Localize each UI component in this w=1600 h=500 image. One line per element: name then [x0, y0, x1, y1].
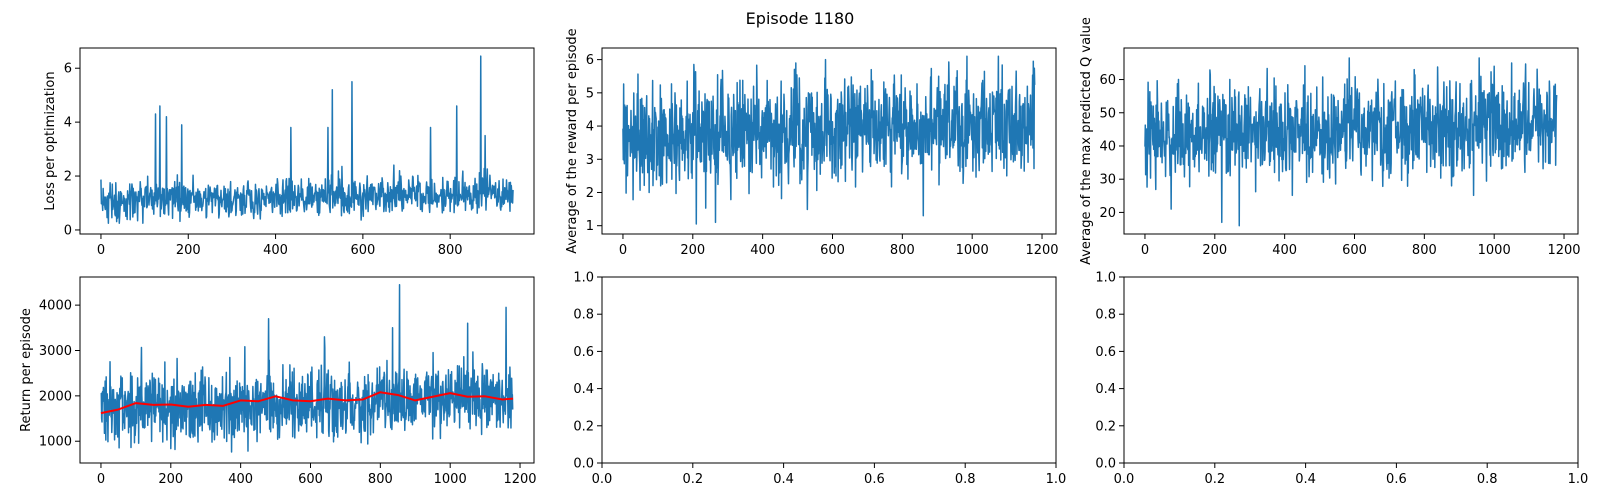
x-tick-label: 800 — [368, 472, 393, 487]
axes-frame — [1123, 47, 1579, 235]
y-tick-label: 1.0 — [573, 271, 594, 286]
chart-panel-top-left: 0 200 400 600 800 0 2 4 6 Loss per optimization — [43, 47, 535, 258]
x-tick-label: 1000 — [434, 472, 467, 487]
axes-frame — [79, 276, 535, 464]
x-tick-label: 1200 — [1025, 243, 1058, 258]
x-tick-label: 400 — [263, 243, 288, 258]
figure-suptitle: Episode 1180 — [746, 9, 855, 28]
chart-panel-bottom-right: 0.0 0.2 0.4 0.6 0.8 1.0 0.0 0.2 0.4 0.6 0.8 1.0 — [1095, 271, 1588, 488]
y-tick-label: 1.0 — [1095, 271, 1116, 286]
data-line — [100, 283, 514, 453]
x-tick-label: 400 — [750, 243, 775, 258]
chart-panel-bottom-middle: 0.0 0.2 0.4 0.6 0.8 1.0 0.0 0.2 0.4 0.6 0.8 1.0 — [573, 271, 1066, 488]
x-tick-label: 1200 — [503, 472, 536, 487]
x-tick-label: 200 — [176, 243, 201, 258]
x-tick-label: 800 — [438, 243, 463, 258]
y-tick-label: 20 — [1099, 206, 1116, 221]
y-tick-label: 40 — [1099, 139, 1116, 154]
y-tick-label: 0.4 — [573, 382, 594, 397]
y-axis-label: Return per episode — [19, 308, 34, 432]
y-axis-label: Average of the reward per episode — [565, 28, 580, 253]
x-tick-label: 1.0 — [1046, 472, 1067, 487]
moving-average-line — [100, 391, 514, 415]
chart-panel-top-right: 0 200 400 600 800 1000 1200 20 30 40 50 60 Average o… — [1079, 17, 1581, 265]
y-tick-label: 0.8 — [573, 308, 594, 323]
axes-frame — [601, 47, 1057, 235]
axes-frame — [601, 276, 1057, 464]
data-line — [622, 55, 1036, 225]
y-tick-label: 60 — [1099, 73, 1116, 88]
axes-frame — [1123, 276, 1579, 464]
y-tick-label: 0.8 — [1095, 308, 1116, 323]
y-tick-label: 2 — [586, 186, 594, 201]
x-tick-label: 0 — [97, 243, 105, 258]
x-tick-label: 600 — [820, 243, 845, 258]
y-tick-label: 0.4 — [1095, 382, 1116, 397]
x-tick-label: 0.6 — [1386, 472, 1407, 487]
chart-panel-bottom-left: 0 200 400 600 800 1000 1200 1000 2000 3000 4000 Ret… — [19, 276, 537, 487]
x-tick-label: 1000 — [956, 243, 989, 258]
x-tick-label: 0.8 — [1477, 472, 1498, 487]
y-tick-label: 4 — [586, 120, 594, 135]
y-tick-label: 30 — [1099, 173, 1116, 188]
y-tick-label: 4000 — [39, 299, 72, 314]
y-tick-label: 6 — [586, 53, 594, 68]
data-line — [100, 55, 514, 224]
y-tick-label: 5 — [586, 86, 594, 101]
x-tick-label: 0.0 — [1114, 472, 1135, 487]
x-tick-label: 200 — [680, 243, 705, 258]
y-tick-label: 0 — [64, 223, 72, 238]
x-tick-label: 600 — [298, 472, 323, 487]
x-tick-label: 0.2 — [682, 472, 703, 487]
y-axis-label: Loss per optimization — [43, 71, 58, 210]
x-tick-label: 0.0 — [592, 472, 613, 487]
x-tick-label: 400 — [1272, 243, 1297, 258]
x-tick-label: 0 — [97, 472, 105, 487]
y-tick-label: 0.0 — [1095, 457, 1116, 472]
y-tick-label: 0.6 — [1095, 345, 1116, 360]
data-line — [1144, 57, 1558, 227]
y-tick-label: 0.6 — [573, 345, 594, 360]
y-tick-label: 4 — [64, 116, 72, 131]
y-axis-label: Average of the max predicted Q value — [1079, 17, 1094, 265]
y-tick-label: 2000 — [39, 389, 72, 404]
x-tick-label: 600 — [1342, 243, 1367, 258]
axes-frame — [79, 47, 535, 235]
y-tick-label: 0.2 — [573, 419, 594, 434]
x-tick-label: 0.4 — [773, 472, 794, 487]
x-tick-label: 600 — [350, 243, 375, 258]
chart-panel-top-middle: 0 200 400 600 800 1000 1200 1 2 3 4 5 6 Average of th… — [565, 28, 1059, 258]
y-tick-label: 3 — [586, 153, 594, 168]
y-tick-label: 1 — [586, 219, 594, 234]
x-tick-label: 200 — [1202, 243, 1227, 258]
x-tick-label: 0.8 — [955, 472, 976, 487]
y-tick-label: 2 — [64, 170, 72, 185]
x-tick-label: 400 — [228, 472, 253, 487]
x-tick-label: 1200 — [1547, 243, 1580, 258]
x-tick-label: 200 — [158, 472, 183, 487]
x-tick-label: 800 — [1412, 243, 1437, 258]
y-tick-label: 0.0 — [573, 457, 594, 472]
y-tick-label: 1000 — [39, 435, 72, 450]
x-tick-label: 1000 — [1478, 243, 1511, 258]
x-tick-label: 0.4 — [1295, 472, 1316, 487]
x-tick-label: 0 — [1141, 243, 1149, 258]
x-tick-label: 800 — [890, 243, 915, 258]
x-tick-label: 0.2 — [1204, 472, 1225, 487]
x-tick-label: 0 — [619, 243, 627, 258]
y-tick-label: 50 — [1099, 106, 1116, 121]
y-tick-label: 6 — [64, 62, 72, 77]
y-tick-label: 0.2 — [1095, 419, 1116, 434]
y-tick-label: 3000 — [39, 344, 72, 359]
x-tick-label: 0.6 — [864, 472, 885, 487]
x-tick-label: 1.0 — [1568, 472, 1589, 487]
